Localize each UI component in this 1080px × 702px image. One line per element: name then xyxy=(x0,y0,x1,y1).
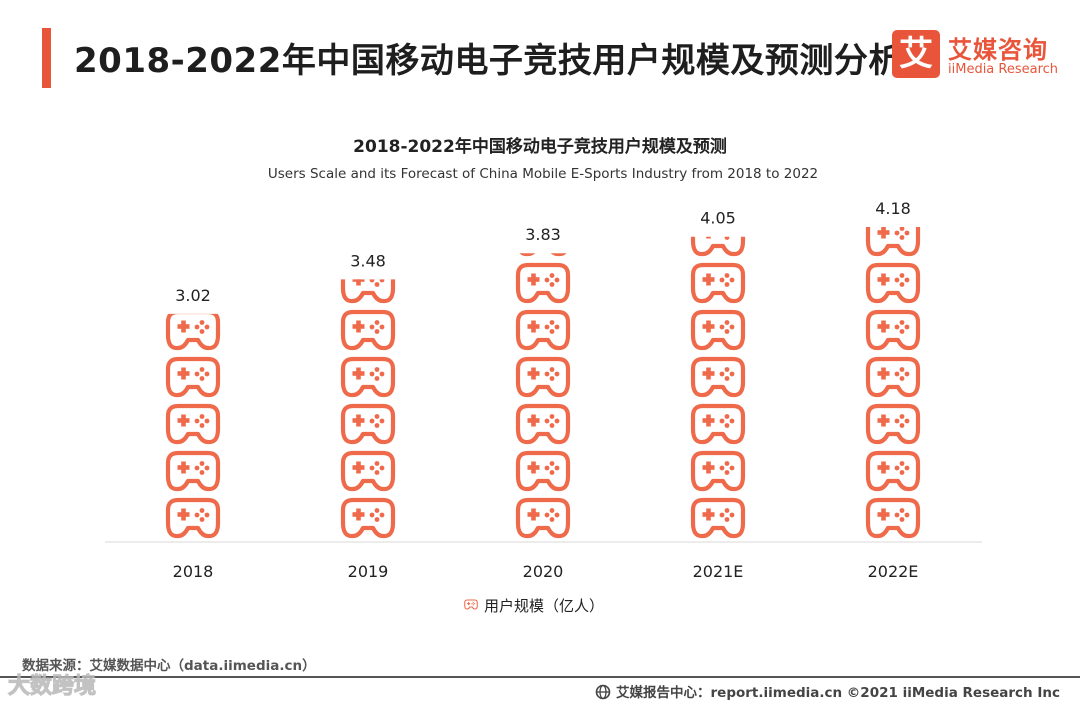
gamepad-icon xyxy=(518,453,568,489)
page-title: 2018-2022年中国移动电子竞技用户规模及预测分析 xyxy=(74,41,903,81)
footer-credit-text: 艾媒报告中心：report.iimedia.cn ©2021 iiMedia R… xyxy=(616,685,1060,701)
chart-subtitle: Users Scale and its Forecast of China Mo… xyxy=(267,166,819,182)
gamepad-icon xyxy=(343,453,393,489)
iimedia-logo: 艾 艾媒咨询 iiMedia Research xyxy=(886,26,1066,86)
chart-title: 2018-2022年中国移动电子竞技用户规模及预测 xyxy=(353,137,727,157)
value-label: 3.48 xyxy=(350,251,386,270)
gamepad-icon xyxy=(168,359,218,395)
title-accent-bar xyxy=(42,28,51,88)
category-label: 2018 xyxy=(173,562,214,581)
bar-2022E xyxy=(868,171,918,536)
gamepad-icon xyxy=(693,265,743,301)
label-group: 3.02 2018 3.48 2019 3.83 2020 4.05 2021E 4.18 202… xyxy=(173,199,919,581)
gamepad-icon xyxy=(693,406,743,442)
gamepad-icon xyxy=(518,406,568,442)
value-label: 4.05 xyxy=(700,209,736,228)
gamepad-icon xyxy=(868,218,918,254)
watermark: 大数跨境 xyxy=(7,674,97,700)
value-label: 4.18 xyxy=(875,199,911,218)
gamepad-icon xyxy=(868,500,918,536)
category-label: 2019 xyxy=(348,562,389,581)
footer-credit: 艾媒报告中心：report.iimedia.cn ©2021 iiMedia R… xyxy=(595,681,1060,701)
gamepad-icon xyxy=(343,312,393,348)
gamepad-icon xyxy=(693,500,743,536)
gamepad-icon xyxy=(518,312,568,348)
gamepad-icon xyxy=(868,312,918,348)
gamepad-icon xyxy=(868,406,918,442)
value-label: 3.02 xyxy=(175,286,211,305)
gamepad-icon xyxy=(168,500,218,536)
gamepad-icon xyxy=(343,406,393,442)
gamepad-icon xyxy=(693,453,743,489)
gamepad-icon xyxy=(343,359,393,395)
gamepad-icon xyxy=(518,171,568,207)
data-source: 数据来源：艾媒数据中心（data.iimedia.cn） xyxy=(22,658,316,674)
bar-2018 xyxy=(168,265,218,536)
category-label: 2022E xyxy=(868,562,919,581)
value-label: 3.83 xyxy=(525,225,561,244)
category-label: 2020 xyxy=(523,562,564,581)
globe-icon xyxy=(595,684,611,700)
gamepad-icon xyxy=(868,265,918,301)
legend-label: 用户规模（亿人） xyxy=(484,597,604,615)
gamepad-icon xyxy=(168,312,218,348)
gamepad-icon xyxy=(343,500,393,536)
gamepad-icon xyxy=(693,359,743,395)
logo-english-name: iiMedia Research xyxy=(948,62,1059,77)
category-label: 2021E xyxy=(693,562,744,581)
logo-mark: 艾 xyxy=(892,30,940,78)
gamepad-icon xyxy=(868,359,918,395)
gamepad-icon xyxy=(868,453,918,489)
gamepad-icon xyxy=(168,406,218,442)
footer-divider xyxy=(0,676,1080,678)
legend: 用户规模（亿人） xyxy=(464,597,604,615)
gamepad-icon xyxy=(518,265,568,301)
legend-gamepad-icon xyxy=(464,599,478,610)
gamepad-icon xyxy=(343,218,393,254)
gamepad-icon xyxy=(518,359,568,395)
gamepad-icon xyxy=(168,453,218,489)
gamepad-icon xyxy=(693,171,743,207)
gamepad-icon xyxy=(693,312,743,348)
gamepad-icon xyxy=(518,500,568,536)
logo-chinese-name: 艾媒咨询 xyxy=(948,36,1048,64)
